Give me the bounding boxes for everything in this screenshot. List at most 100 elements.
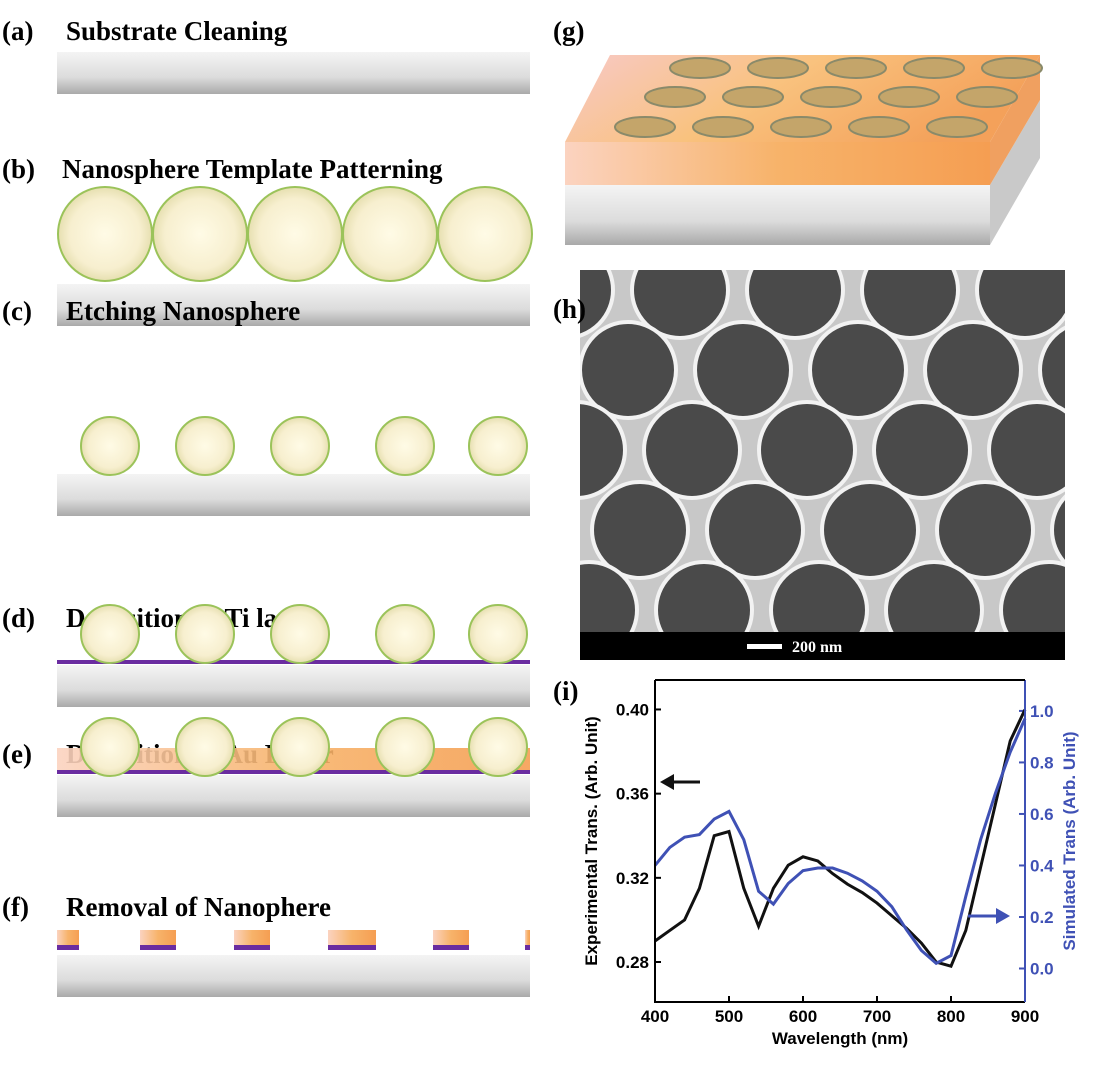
au-disk xyxy=(723,87,783,107)
scale-bar xyxy=(747,644,782,649)
nanosphere xyxy=(271,605,329,663)
series-line xyxy=(655,709,1025,966)
hole xyxy=(529,402,625,498)
au-disk xyxy=(615,117,675,137)
nanosphere xyxy=(271,718,329,776)
panel-title: Nanosphere Template Patterning xyxy=(62,154,443,184)
panel-title: Etching Nanosphere xyxy=(66,296,300,326)
ti-island xyxy=(57,945,79,950)
y2-tick-label: 1.0 xyxy=(1030,702,1054,721)
nanosphere xyxy=(176,605,234,663)
x-tick-label: 800 xyxy=(937,1007,965,1026)
nanosphere xyxy=(153,187,247,281)
panel-label: (b) xyxy=(2,154,35,184)
au-island xyxy=(57,930,79,945)
au-island xyxy=(525,930,530,945)
nanosphere xyxy=(469,417,527,475)
panel-i: 400 500 600 700 800 900 0.28 0.32 0.36 0.40 0.0 0.2… xyxy=(582,680,1079,1048)
y-tick-label: 0.28 xyxy=(616,953,649,972)
axes-frame xyxy=(655,680,1025,1002)
y2-tick-label: 0.2 xyxy=(1030,908,1054,927)
nanosphere xyxy=(81,718,139,776)
panel-label: (d) xyxy=(2,603,35,633)
panel-title: Removal of Nanophere xyxy=(66,892,331,922)
nanosphere xyxy=(376,718,434,776)
au-disk xyxy=(957,87,1017,107)
figure: (a) Substrate Cleaning (b) Nanosphere Templ… xyxy=(0,0,1105,1075)
panel-label: (g) xyxy=(553,16,584,46)
ti-island xyxy=(433,945,469,950)
substrate xyxy=(57,955,530,997)
nanosphere xyxy=(376,605,434,663)
substrate-front xyxy=(565,185,990,245)
nanosphere xyxy=(176,718,234,776)
arrows xyxy=(660,774,1010,924)
au-disk xyxy=(645,87,705,107)
au-island xyxy=(234,930,270,945)
au-disk xyxy=(801,87,861,107)
hole xyxy=(1092,242,1105,338)
nanosphere xyxy=(469,718,527,776)
au-disk xyxy=(904,58,964,78)
nanosphere xyxy=(343,187,437,281)
substrate xyxy=(57,665,530,707)
substrate xyxy=(57,474,530,516)
nanosphere xyxy=(81,417,139,475)
y-tick-label: 0.32 xyxy=(616,869,649,888)
y-tick-label: 0.40 xyxy=(616,700,649,719)
x-tick-label: 700 xyxy=(863,1007,891,1026)
au-disk xyxy=(826,58,886,78)
x-tick-label: 900 xyxy=(1011,1007,1039,1026)
panel-label: (e) xyxy=(2,739,32,769)
nanosphere xyxy=(376,417,434,475)
y2-tick-label: 0.4 xyxy=(1030,856,1054,875)
gold-front xyxy=(565,142,990,185)
au-island xyxy=(140,930,176,945)
au-disk xyxy=(693,117,753,137)
hole xyxy=(1028,162,1105,258)
nanosphere xyxy=(438,187,532,281)
au-disk xyxy=(879,87,939,107)
y-tick-label: 0.36 xyxy=(616,785,649,804)
x-tick-label: 500 xyxy=(715,1007,743,1026)
x-tick-label: 400 xyxy=(641,1007,669,1026)
y-axis-label: Experimental Trans. (Arb. Unit) xyxy=(582,716,601,965)
panel-title: Substrate Cleaning xyxy=(66,16,288,46)
panel-label: (h) xyxy=(553,294,586,324)
substrate xyxy=(57,775,530,817)
series-line xyxy=(655,719,1025,964)
nanosphere xyxy=(58,187,152,281)
y2-tick-label: 0.8 xyxy=(1030,753,1054,772)
y2-tick-label: 0.6 xyxy=(1030,805,1054,824)
ti-island xyxy=(525,945,530,950)
panel-label: (a) xyxy=(2,16,33,46)
y2-tick-label: 0.0 xyxy=(1030,960,1054,979)
nanosphere xyxy=(248,187,342,281)
nanosphere xyxy=(271,417,329,475)
au-island xyxy=(433,930,469,945)
nanosphere xyxy=(469,605,527,663)
au-disk xyxy=(927,117,987,137)
ti-island xyxy=(140,945,176,950)
panel-label: (f) xyxy=(2,892,29,922)
au-disk xyxy=(982,58,1042,78)
y2-axis-label: Simulated Trans (Arb. Unit) xyxy=(1060,731,1079,950)
hole xyxy=(465,322,561,418)
ti-island xyxy=(328,945,376,950)
au-island xyxy=(328,930,376,945)
x-axis-label: Wavelength (nm) xyxy=(772,1029,908,1048)
hole xyxy=(1064,642,1105,738)
panel-label: (i) xyxy=(553,676,578,706)
x-tick-label: 600 xyxy=(789,1007,817,1026)
au-disk xyxy=(748,58,808,78)
nanosphere xyxy=(176,417,234,475)
au-disk xyxy=(670,58,730,78)
au-disk xyxy=(771,117,831,137)
panel-g xyxy=(565,55,1042,245)
substrate xyxy=(57,52,530,94)
nanosphere xyxy=(81,605,139,663)
au-disk xyxy=(849,117,909,137)
process-steps: (a) Substrate Cleaning (b) Nanosphere Templ… xyxy=(2,16,532,997)
ti-island xyxy=(234,945,270,950)
scale-label: 200 nm xyxy=(792,639,843,656)
